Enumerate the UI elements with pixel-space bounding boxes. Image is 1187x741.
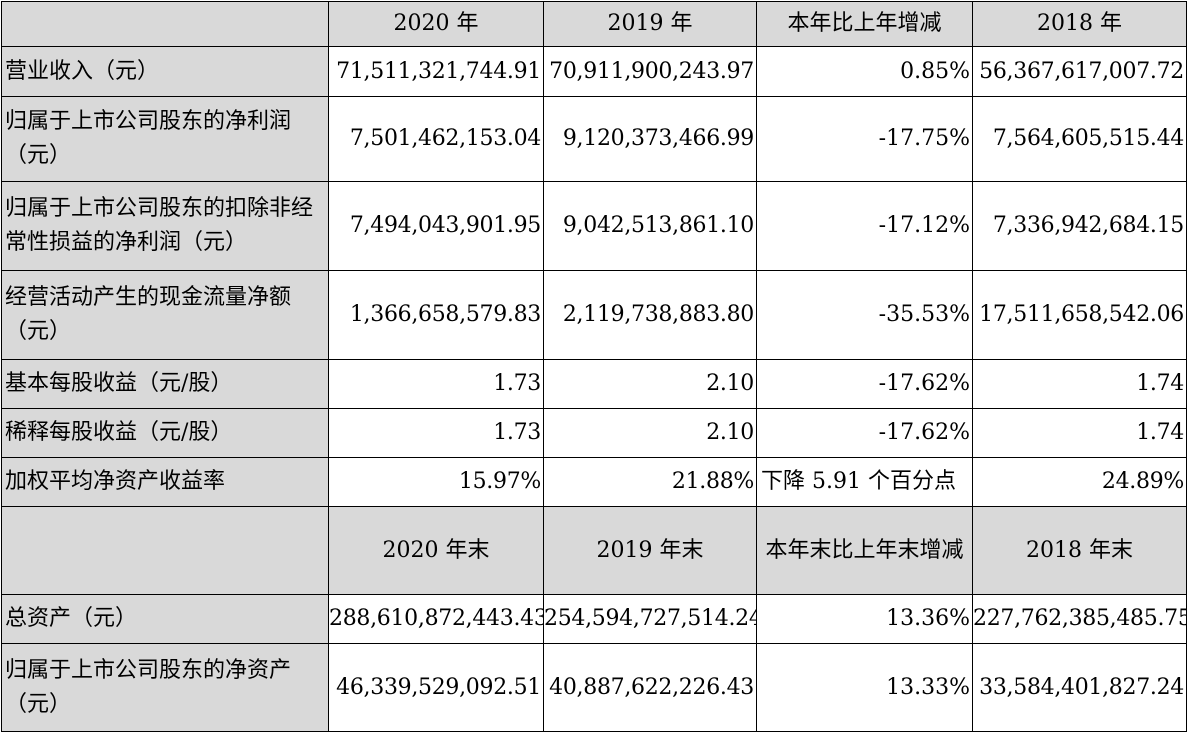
value-2018: 33,584,401,827.24: [972, 643, 1187, 732]
row-label: 归属于上市公司股东的扣除非经常性损益的净利润（元）: [1, 181, 329, 271]
value-2018: 17,511,658,542.06: [972, 270, 1187, 360]
table-row: 稀释每股收益（元/股） 1.73 2.10 -17.62% 1.74: [1, 408, 1187, 458]
value-change: 13.33%: [756, 643, 973, 732]
row-label: 经营活动产生的现金流量净额（元）: [1, 270, 329, 360]
value-2018: 1.74: [972, 359, 1187, 409]
value-change: -17.12%: [756, 181, 973, 271]
value-2019: 9,120,373,466.99: [543, 96, 757, 182]
value-2019: 254,594,727,514.24: [543, 594, 757, 644]
value-2018: 7,564,605,515.44: [972, 96, 1187, 182]
table-row: 加权平均净资产收益率 15.97% 21.88% 下降 5.91 个百分点 24…: [1, 457, 1187, 507]
value-2018: 1.74: [972, 408, 1187, 458]
value-2019: 40,887,622,226.43: [543, 643, 757, 732]
header-change: 本年比上年增减: [756, 1, 973, 47]
value-change: 0.85%: [756, 46, 973, 97]
value-2018: 24.89%: [972, 457, 1187, 507]
row-label: 稀释每股收益（元/股）: [1, 408, 329, 458]
table-row: 归属于上市公司股东的扣除非经常性损益的净利润（元） 7,494,043,901.…: [1, 181, 1187, 271]
value-2020: 288,610,872,443.43: [328, 594, 544, 644]
value-2020: 7,494,043,901.95: [328, 181, 544, 271]
value-change: -17.62%: [756, 408, 973, 458]
value-2019: 9,042,513,861.10: [543, 181, 757, 271]
row-label: 归属于上市公司股东的净资产（元）: [1, 643, 329, 732]
header-2018-end: 2018 年末: [972, 506, 1187, 595]
value-2020: 1.73: [328, 359, 544, 409]
header-row-2: 2020 年末 2019 年末 本年末比上年末增减 2018 年末: [1, 506, 1187, 595]
table-row: 归属于上市公司股东的净利润（元） 7,501,462,153.04 9,120,…: [1, 96, 1187, 182]
header-corner: [1, 1, 329, 47]
header-change-end: 本年末比上年末增减: [756, 506, 973, 595]
value-change: 下降 5.91 个百分点: [756, 457, 973, 507]
value-2020: 46,339,529,092.51: [328, 643, 544, 732]
table-row: 经营活动产生的现金流量净额（元） 1,366,658,579.83 2,119,…: [1, 270, 1187, 360]
value-2020: 1,366,658,579.83: [328, 270, 544, 360]
table-row: 归属于上市公司股东的净资产（元） 46,339,529,092.51 40,88…: [1, 643, 1187, 732]
value-change: 13.36%: [756, 594, 973, 644]
row-label: 总资产（元）: [1, 594, 329, 644]
header-corner: [1, 506, 329, 595]
table-row: 总资产（元） 288,610,872,443.43 254,594,727,51…: [1, 594, 1187, 644]
header-2020: 2020 年: [328, 1, 544, 47]
value-2018: 7,336,942,684.15: [972, 181, 1187, 271]
row-label: 归属于上市公司股东的净利润（元）: [1, 96, 329, 182]
value-2020: 71,511,321,744.91: [328, 46, 544, 97]
header-2018: 2018 年: [972, 1, 1187, 47]
value-2019: 70,911,900,243.97: [543, 46, 757, 97]
row-label: 营业收入（元）: [1, 46, 329, 97]
table-row: 营业收入（元） 71,511,321,744.91 70,911,900,243…: [1, 46, 1187, 97]
table-row: 基本每股收益（元/股） 1.73 2.10 -17.62% 1.74: [1, 359, 1187, 409]
value-2019: 2.10: [543, 408, 757, 458]
value-change: -17.62%: [756, 359, 973, 409]
value-2020: 1.73: [328, 408, 544, 458]
row-label: 加权平均净资产收益率: [1, 457, 329, 507]
header-2019: 2019 年: [543, 1, 757, 47]
value-2019: 2.10: [543, 359, 757, 409]
value-2019: 2,119,738,883.80: [543, 270, 757, 360]
value-change: -17.75%: [756, 96, 973, 182]
value-2020: 15.97%: [328, 457, 544, 507]
value-2020: 7,501,462,153.04: [328, 96, 544, 182]
header-row-1: 2020 年 2019 年 本年比上年增减 2018 年: [1, 1, 1187, 47]
value-2019: 21.88%: [543, 457, 757, 507]
header-2020-end: 2020 年末: [328, 506, 544, 595]
value-2018: 56,367,617,007.72: [972, 46, 1187, 97]
header-2019-end: 2019 年末: [543, 506, 757, 595]
value-2018: 227,762,385,485.75: [972, 594, 1187, 644]
value-change: -35.53%: [756, 270, 973, 360]
row-label: 基本每股收益（元/股）: [1, 359, 329, 409]
